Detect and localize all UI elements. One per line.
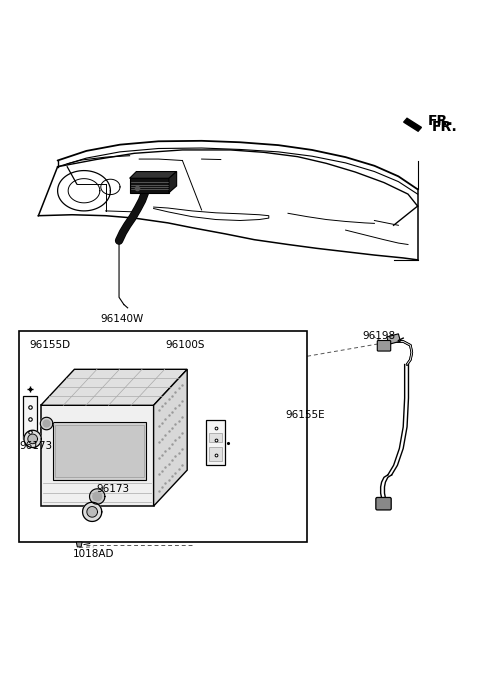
Bar [55, 424, 144, 477]
Polygon shape [76, 542, 82, 547]
Polygon shape [404, 118, 421, 131]
Bar [41, 405, 154, 506]
FancyBboxPatch shape [377, 340, 391, 351]
Polygon shape [40, 417, 53, 430]
Text: FR.: FR. [428, 114, 454, 127]
Bar [19, 331, 307, 542]
Polygon shape [83, 503, 102, 522]
Text: 96198: 96198 [362, 331, 396, 340]
Bar [23, 396, 37, 439]
Text: 96155E: 96155E [286, 410, 325, 420]
Bar [387, 334, 400, 345]
Polygon shape [28, 434, 37, 444]
Polygon shape [93, 492, 102, 501]
Text: 96140W: 96140W [101, 314, 144, 324]
Polygon shape [87, 507, 97, 517]
FancyBboxPatch shape [376, 497, 391, 510]
Polygon shape [43, 420, 50, 427]
Text: 96155D: 96155D [30, 340, 71, 350]
Polygon shape [130, 178, 169, 193]
Polygon shape [130, 172, 177, 178]
Polygon shape [90, 489, 105, 504]
Bar [209, 447, 222, 460]
Bar [53, 422, 146, 479]
Text: 1018AD: 1018AD [73, 549, 114, 559]
Text: 96173: 96173 [96, 484, 130, 494]
Text: 96100S: 96100S [165, 340, 204, 350]
Polygon shape [24, 430, 41, 447]
Text: 96173: 96173 [19, 441, 53, 451]
Polygon shape [154, 369, 187, 506]
Polygon shape [169, 172, 177, 193]
Polygon shape [41, 369, 187, 405]
Text: FR.: FR. [432, 120, 458, 134]
Bar [206, 419, 225, 465]
Bar [209, 432, 222, 442]
